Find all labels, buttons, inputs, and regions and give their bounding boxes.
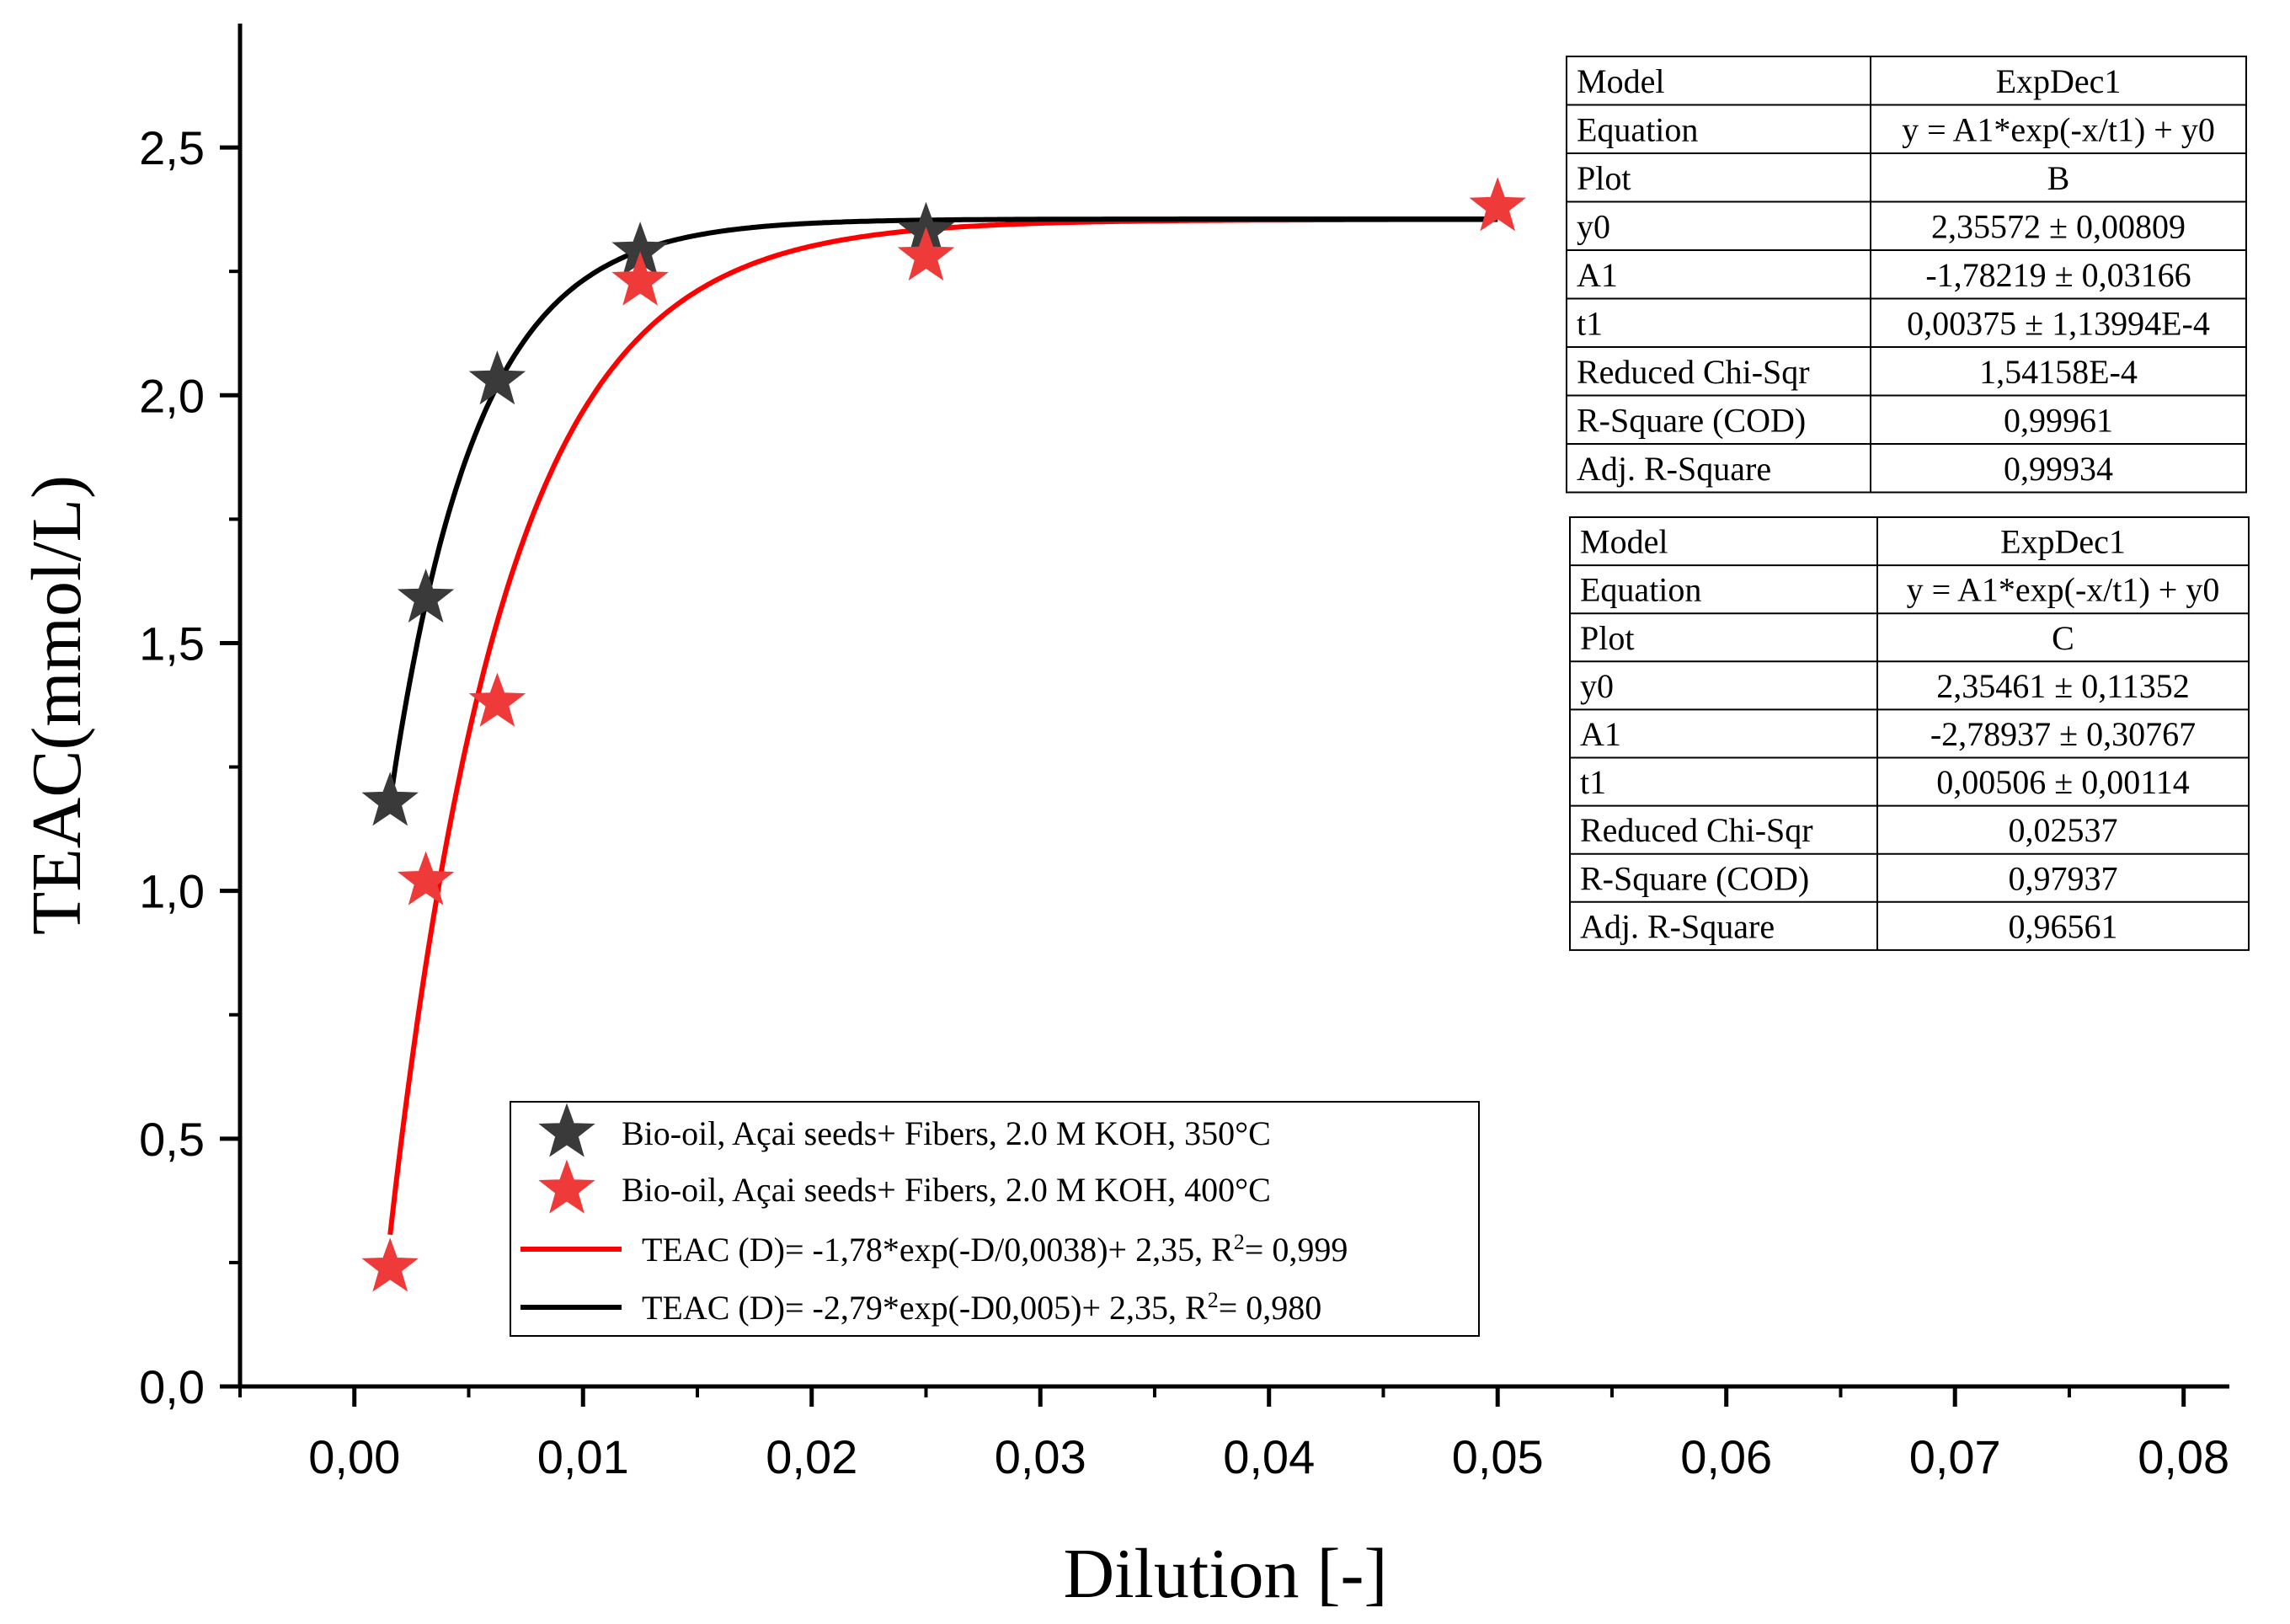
fit-table-label: t1 (1580, 763, 1606, 801)
legend-entry-label: TEAC (D)= -2,79*exp(-D0,005)+ 2,35, R2= … (642, 1288, 1321, 1328)
x-tick-label: 0,03 (995, 1430, 1086, 1483)
fit-table-border (1569, 516, 2250, 951)
fit-curves (387, 216, 1498, 1236)
fit-table-label: R-Square (COD) (1577, 401, 1806, 439)
fit-table: Model ExpDec1 Equation y = A1*exp(-x/t1) + … (1569, 516, 2250, 951)
fit-table-value: 0,97937 (2009, 859, 2118, 897)
data-point-star (611, 251, 669, 306)
fit-table-value: -2,78937 ± 0,30767 (1930, 715, 2196, 753)
y-tick-label: 2,5 (139, 121, 205, 174)
data-point-star (361, 1237, 419, 1292)
fit-curve (387, 216, 1498, 802)
x-tick-label: 0,06 (1680, 1430, 1772, 1483)
y-tick-label: 0,5 (139, 1113, 205, 1166)
x-tick-label: 0,04 (1223, 1430, 1315, 1483)
fit-table-label: t1 (1577, 304, 1603, 342)
data-point-star (1469, 177, 1527, 232)
fit-table-label: A1 (1580, 715, 1621, 753)
data-point-star (897, 227, 955, 281)
data-point-star (361, 772, 419, 826)
fit-table-value: 0,96561 (2009, 907, 2118, 945)
fit-table-value: 1,54158E-4 (1979, 353, 2138, 391)
legend: Bio-oil, Açai seeds+ Fibers, 2.0 M KOH, … (510, 1101, 1480, 1337)
fit-table-value: 2,35461 ± 0,11352 (1936, 667, 2189, 705)
x-tick-label: 0,05 (1452, 1430, 1544, 1483)
fit-table-value: C (2052, 619, 2074, 657)
fit-table-label: Equation (1577, 110, 1698, 148)
fit-table-value: 2,35572 ± 0,00809 (1931, 207, 2186, 245)
fit-table-label: y0 (1580, 667, 1614, 705)
fit-table-value: y = A1*exp(-x/t1) + y0 (1907, 571, 2220, 609)
data-points (361, 177, 1527, 1292)
legend-star-marker (538, 1103, 595, 1157)
fit-table-value: ExpDec1 (2000, 523, 2126, 561)
y-tick-label: 2,0 (139, 369, 205, 422)
fit-table-value: B (2047, 159, 2070, 197)
fit-curve (387, 216, 1498, 1236)
fit-table-value: ExpDec1 (1996, 62, 2122, 100)
fit-table-label: Model (1577, 62, 1664, 100)
x-tick-label: 0,08 (2138, 1430, 2229, 1483)
legend-star-marker (538, 1159, 595, 1214)
data-point-star (468, 672, 526, 727)
fit-table-label: R-Square (COD) (1580, 859, 1809, 897)
x-axis-title: Dilution [-] (1064, 1535, 1388, 1613)
axes: 0,00 0,01 0,02 0,03 0,04 0,05 0,06 0,07 0,080,00… (139, 24, 2229, 1483)
fit-table-label: Plot (1577, 159, 1631, 197)
fit-table-value: 0,00375 ± 1,13994E-4 (1907, 304, 2210, 342)
x-tick-label: 0,07 (1909, 1430, 2001, 1483)
y-tick-label: 1,0 (139, 865, 205, 918)
fit-table-border (1566, 56, 2247, 494)
y-tick-label: 0,0 (139, 1360, 205, 1413)
data-point-star (397, 851, 455, 905)
legend-entry-label: Bio-oil, Açai seeds+ Fibers, 2.0 M KOH, … (622, 1171, 1271, 1209)
legend-entry-label: Bio-oil, Açai seeds+ Fibers, 2.0 M KOH, … (622, 1114, 1271, 1152)
fit-parameter-tables: Model ExpDec1 Equation y = A1*exp(-x/t1) + … (1566, 56, 2250, 951)
fit-table-label: Reduced Chi-Sqr (1580, 811, 1813, 849)
data-point-star (397, 569, 455, 623)
fit-table-value: 0,99961 (2004, 401, 2113, 439)
fit-table-label: Equation (1580, 571, 1701, 609)
fit-table-value: 0,02537 (2009, 811, 2118, 849)
fit-table-value: -1,78219 ± 0,03166 (1925, 256, 2191, 294)
y-tick-label: 1,5 (139, 617, 205, 670)
fit-table-label: Adj. R-Square (1580, 907, 1775, 945)
fit-table: Model ExpDec1 Equation y = A1*exp(-x/t1) + … (1566, 56, 2247, 494)
legend-box (510, 1101, 1480, 1337)
fit-table-label: Reduced Chi-Sqr (1577, 353, 1810, 391)
x-tick-label: 0,01 (537, 1430, 629, 1483)
x-tick-label: 0,00 (308, 1430, 400, 1483)
fit-table-value: y = A1*exp(-x/t1) + y0 (1902, 110, 2215, 148)
fit-table-value: 0,99934 (2004, 450, 2113, 488)
fit-table-label: Plot (1580, 619, 1634, 657)
fit-table-label: Adj. R-Square (1577, 450, 1771, 488)
y-axis-title: TEAC(mmol/L) (18, 475, 96, 935)
data-point-star (468, 350, 526, 405)
fit-table-value: 0,00506 ± 0,00114 (1936, 763, 2189, 801)
x-tick-label: 0,02 (766, 1430, 857, 1483)
legend-entry-label: TEAC (D)= -1,78*exp(-D/0,0038)+ 2,35, R2… (642, 1230, 1348, 1269)
fit-table-label: A1 (1577, 256, 1618, 294)
fit-table-label: Model (1580, 523, 1668, 561)
fit-table-label: y0 (1577, 207, 1610, 245)
